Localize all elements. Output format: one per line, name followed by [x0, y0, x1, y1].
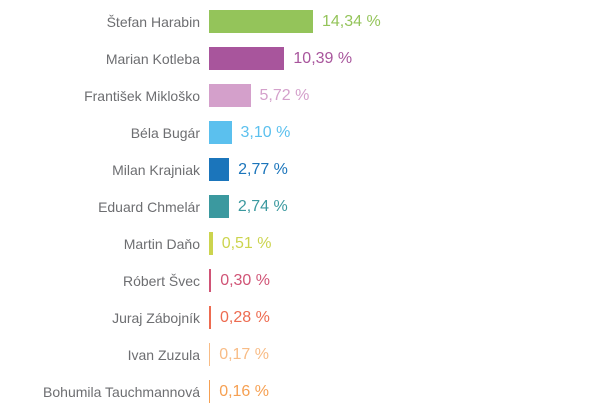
- value-label: 0,28 %: [220, 308, 270, 326]
- bar[interactable]: [209, 121, 232, 144]
- chart-row: Ivan Zuzula 0,17 %: [0, 336, 605, 373]
- category-label: Bohumila Tauchmannová: [43, 383, 200, 400]
- value-label: 0,30 %: [220, 271, 270, 289]
- chart-row: Martin Daňo 0,51 %: [0, 225, 605, 262]
- bar[interactable]: [209, 84, 251, 107]
- chart-row: Štefan Harabin 14,34 %: [0, 3, 605, 40]
- chart-row: Róbert Švec 0,30 %: [0, 262, 605, 299]
- category-label: Eduard Chmelár: [98, 198, 200, 215]
- bar[interactable]: [209, 306, 211, 329]
- value-label: 0,16 %: [219, 382, 269, 400]
- bar[interactable]: [209, 232, 213, 255]
- value-label: 0,17 %: [219, 345, 269, 363]
- category-label: Milan Krajniak: [112, 161, 200, 178]
- category-label: Juraj Zábojník: [112, 309, 200, 326]
- chart-row: Béla Bugár 3,10 %: [0, 114, 605, 151]
- value-label: 0,51 %: [221, 234, 272, 252]
- chart-row: František Mikloško 5,72 %: [0, 77, 605, 114]
- bar[interactable]: [209, 195, 229, 218]
- category-label: Béla Bugár: [130, 124, 200, 141]
- category-label: Marian Kotleba: [105, 50, 200, 67]
- category-label: Róbert Švec: [122, 272, 200, 289]
- value-label: 10,39 %: [293, 49, 353, 67]
- category-label: Martin Daňo: [123, 235, 200, 252]
- chart-row: Bohumila Tauchmannová 0,16 %: [0, 373, 605, 410]
- category-label: Ivan Zuzula: [127, 346, 200, 363]
- chart-row: Eduard Chmelár 2,74 %: [0, 188, 605, 225]
- value-label: 2,77 %: [238, 160, 288, 178]
- chart-row: Milan Krajniak 2,77 %: [0, 151, 605, 188]
- value-label: 3,10 %: [240, 123, 291, 141]
- chart-row: Juraj Zábojník 0,28 %: [0, 299, 605, 336]
- value-label: 5,72 %: [259, 86, 310, 104]
- category-label: Štefan Harabin: [106, 13, 200, 30]
- value-label: 2,74 %: [237, 197, 288, 215]
- bar[interactable]: [209, 10, 313, 33]
- bar[interactable]: [209, 380, 211, 403]
- chart-row: Marian Kotleba 10,39 %: [0, 40, 605, 77]
- bar[interactable]: [209, 47, 285, 70]
- bar[interactable]: [209, 269, 212, 292]
- bar[interactable]: [209, 158, 230, 181]
- bar[interactable]: [209, 343, 211, 366]
- category-label: František Mikloško: [84, 87, 200, 104]
- value-label: 14,34 %: [322, 12, 381, 30]
